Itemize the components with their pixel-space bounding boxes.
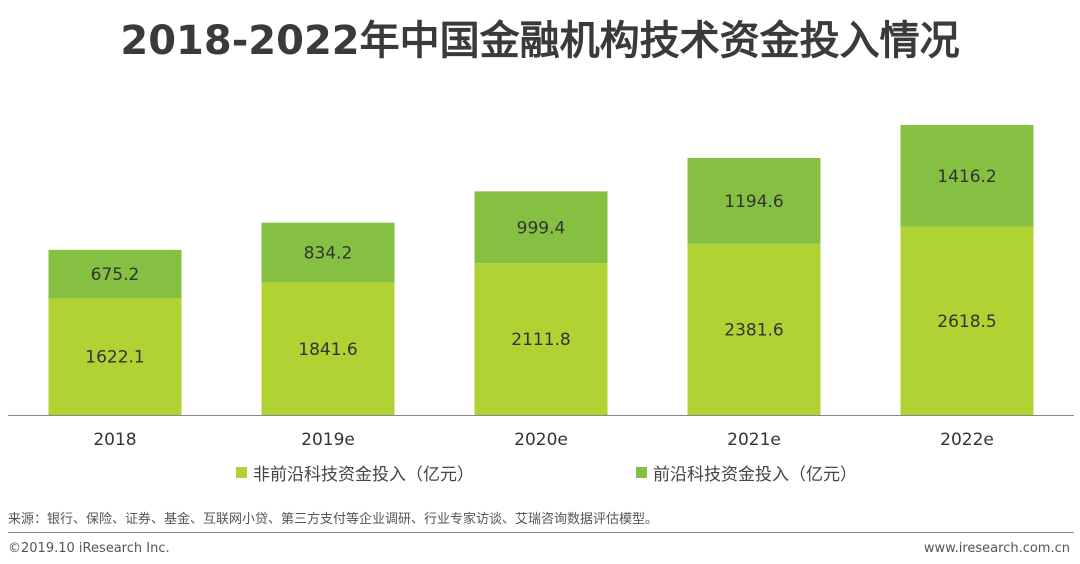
stacked-bar-chart: 1622.1 675.2 2018 1841.6 834.2 2019e 2111.8 999… <box>8 125 1074 450</box>
bar-segment-non-frontier-2021e <box>687 243 821 415</box>
legend-item-non-frontier: 非前沿科技资金投入（亿元） <box>236 460 474 485</box>
bar-segment-non-frontier-2020e <box>474 263 608 415</box>
legend-item-frontier: 前沿科技资金投入（亿元） <box>636 460 857 485</box>
legend-swatch-non-frontier <box>236 467 247 478</box>
data-label-frontier-2018: 675.2 <box>91 265 140 285</box>
footer-divider <box>8 532 1074 533</box>
website-link[interactable]: www.iresearch.com.cn <box>923 541 1070 556</box>
bar-segment-frontier-2020e <box>474 191 608 264</box>
bar-segment-frontier-2019e <box>261 222 395 283</box>
bar-segment-frontier-2022e <box>900 125 1034 227</box>
data-label-non-frontier-2018: 1622.1 <box>85 348 144 368</box>
bar-segment-non-frontier-2018 <box>48 298 182 415</box>
x-tick-label-2021e: 2021e <box>727 430 781 450</box>
bar-segment-frontier-2021e <box>687 157 821 244</box>
data-label-non-frontier-2020e: 2111.8 <box>511 330 570 350</box>
bar-segment-frontier-2018 <box>48 249 182 299</box>
copyright: ©2019.10 iResearch Inc. <box>8 541 170 556</box>
x-tick-label-2019e: 2019e <box>301 430 355 450</box>
data-label-non-frontier-2022e: 2618.5 <box>937 312 996 332</box>
data-label-non-frontier-2021e: 2381.6 <box>724 320 783 340</box>
data-label-frontier-2019e: 834.2 <box>304 244 353 264</box>
legend-swatch-frontier <box>636 467 647 478</box>
legend-label-non-frontier: 非前沿科技资金投入（亿元） <box>253 465 474 485</box>
x-tick-label-2022e: 2022e <box>940 430 994 450</box>
bar-segment-non-frontier-2019e <box>261 282 395 415</box>
bar-segment-non-frontier-2022e <box>900 226 1034 415</box>
data-label-frontier-2021e: 1194.6 <box>724 192 783 212</box>
x-tick-label-2018: 2018 <box>93 430 136 450</box>
data-label-non-frontier-2019e: 1841.6 <box>298 340 357 360</box>
x-tick-label-2020e: 2020e <box>514 430 568 450</box>
data-label-frontier-2022e: 1416.2 <box>937 167 996 187</box>
source-note: 来源：银行、保险、证券、基金、互联网小贷、第三方支付等企业调研、行业专家访谈、艾… <box>8 512 659 527</box>
data-label-frontier-2020e: 999.4 <box>517 218 566 238</box>
legend-label-frontier: 前沿科技资金投入（亿元） <box>653 465 857 485</box>
chart-title: 2018-2022年中国金融机构技术资金投入情况 <box>120 18 960 64</box>
